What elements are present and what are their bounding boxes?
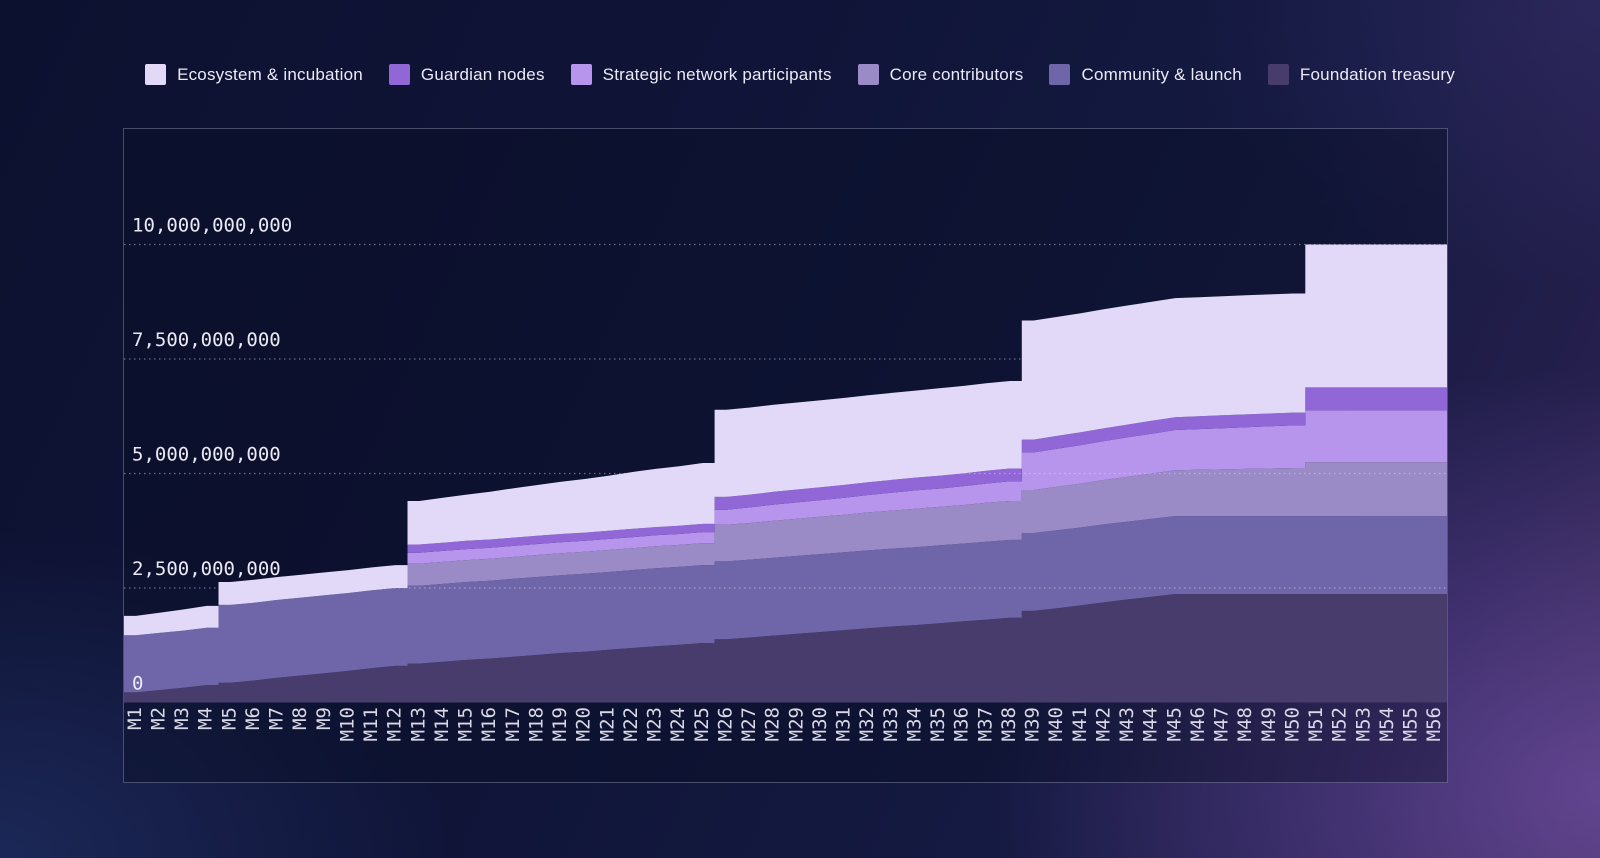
legend-label: Community & launch (1081, 64, 1242, 84)
x-axis-tick-label-m46: M46 (1187, 707, 1209, 741)
x-axis-tick-label-m27: M27 (738, 707, 760, 741)
legend-item-foundation-treasury[interactable]: Foundation treasury (1267, 64, 1455, 85)
x-axis-tick-label-m34: M34 (903, 707, 925, 741)
area-foundation-treasury (124, 594, 1447, 703)
x-axis-tick-label-m35: M35 (927, 707, 949, 741)
x-axis-tick-label-m41: M41 (1069, 707, 1091, 741)
y-axis-tick-label: 7,500,000,000 (132, 329, 281, 351)
x-axis-tick-label-m22: M22 (620, 707, 642, 741)
x-axis-tick-label-m36: M36 (951, 707, 973, 741)
x-axis-tick-label-m38: M38 (998, 707, 1020, 741)
x-axis-tick-label-m9: M9 (313, 707, 335, 730)
x-axis-tick-label-m17: M17 (502, 707, 524, 741)
area-core-contributors (124, 462, 1447, 636)
plot-area: 0 2,500,000,000 5,000,000,000 7,500,000,000… (123, 128, 1448, 783)
legend-item-ecosystem-and-incubation[interactable]: Ecosystem & incubation (145, 64, 363, 85)
y-axis-tick-label: 2,500,000,000 (132, 558, 281, 580)
legend-label: Strategic network participants (602, 64, 832, 84)
chart-legend: Ecosystem & incubation Guardian nodes Stra… (0, 64, 1600, 85)
x-axis-tick-label-m7: M7 (266, 707, 288, 730)
x-axis-tick-label-m11: M11 (360, 707, 382, 741)
x-axis-tick-label-m55: M55 (1400, 707, 1422, 741)
x-axis-tick-label-m2: M2 (147, 707, 169, 730)
y-axis-tick-label: 5,000,000,000 (132, 444, 281, 466)
x-axis-tick-label-m10: M10 (336, 707, 358, 741)
x-axis-tick-label-m8: M8 (289, 707, 311, 730)
x-axis-tick-label-m12: M12 (384, 707, 406, 741)
x-axis-tick-label-m18: M18 (525, 707, 547, 741)
x-axis-tick-label-m47: M47 (1211, 707, 1233, 741)
x-axis-tick-label-m30: M30 (809, 707, 831, 741)
legend-swatch-icon (388, 64, 410, 85)
x-axis-tick-label-m52: M52 (1329, 707, 1351, 741)
x-axis-tick-label-m14: M14 (431, 707, 453, 741)
x-axis-tick-label-m49: M49 (1258, 707, 1280, 741)
area-ecosystem-and-incubation (124, 244, 1447, 636)
x-axis-tick-label-m44: M44 (1140, 707, 1162, 741)
x-axis-tick-label-m24: M24 (667, 707, 689, 741)
x-axis-tick-label-m32: M32 (856, 707, 878, 741)
x-axis-tick-label-m50: M50 (1281, 707, 1303, 741)
legend-item-strategic-network-participants[interactable]: Strategic network participants (570, 64, 832, 85)
legend-swatch-icon (1049, 64, 1071, 85)
x-axis-tick-label-m53: M53 (1352, 707, 1374, 741)
area-community-and-launch (124, 516, 1447, 693)
x-axis-tick-label-m43: M43 (1116, 707, 1138, 741)
x-axis-tick-label-m39: M39 (1022, 707, 1044, 741)
x-axis-tick-label-m25: M25 (691, 707, 713, 741)
legend-item-core-contributors[interactable]: Core contributors (857, 64, 1024, 85)
x-axis-tick-label-m26: M26 (714, 707, 736, 741)
x-axis-tick-label-m42: M42 (1092, 707, 1114, 741)
x-axis-tick-label-m56: M56 (1423, 707, 1445, 741)
x-axis-tick-label-m40: M40 (1045, 707, 1067, 741)
y-axis-tick-label: 0 (132, 673, 143, 695)
x-axis-tick-label-m54: M54 (1376, 707, 1398, 741)
x-axis-tick-label-m37: M37 (974, 707, 996, 741)
legend-swatch-icon (145, 64, 167, 85)
y-axis-tick-label: 10,000,000,000 (132, 215, 292, 237)
x-axis-tick-label-m28: M28 (762, 707, 784, 741)
x-axis-tick-label-m21: M21 (596, 707, 618, 741)
legend-item-community-and-launch[interactable]: Community & launch (1049, 64, 1242, 85)
stacked-area-chart: 0 2,500,000,000 5,000,000,000 7,500,000,000… (124, 215, 1447, 741)
x-axis-tick-label-m31: M31 (833, 707, 855, 741)
x-axis-tick-label-m29: M29 (785, 707, 807, 741)
x-axis-tick-label-m23: M23 (644, 707, 666, 741)
x-axis-tick-label-m1: M1 (124, 707, 146, 730)
x-axis-tick-label-m51: M51 (1305, 707, 1327, 741)
legend-label: Ecosystem & incubation (177, 64, 363, 84)
x-axis-tick-label-m33: M33 (880, 707, 902, 741)
x-axis-tick-label-m20: M20 (573, 707, 595, 741)
x-axis-tick-label-m16: M16 (478, 707, 500, 741)
legend-label: Foundation treasury (1299, 64, 1455, 84)
x-axis-tick-label-m48: M48 (1234, 707, 1256, 741)
x-axis-tick-label-m19: M19 (549, 707, 571, 741)
x-axis-tick-label-m5: M5 (218, 707, 240, 730)
x-axis-tick-label-m4: M4 (195, 707, 217, 730)
legend-swatch-icon (1267, 64, 1289, 85)
legend-label: Guardian nodes (420, 64, 545, 84)
x-axis-tick-label-m15: M15 (455, 707, 477, 741)
area-strategic-network-participants (124, 410, 1447, 636)
x-axis-tick-label-m13: M13 (407, 707, 429, 741)
x-axis-tick-label-m45: M45 (1163, 707, 1185, 741)
legend-swatch-icon (570, 64, 592, 85)
legend-item-guardian-nodes[interactable]: Guardian nodes (388, 64, 545, 85)
x-axis-tick-label-m3: M3 (171, 707, 193, 730)
legend-label: Core contributors (889, 64, 1024, 84)
legend-swatch-icon (857, 64, 879, 85)
x-axis-tick-label-m6: M6 (242, 707, 264, 730)
